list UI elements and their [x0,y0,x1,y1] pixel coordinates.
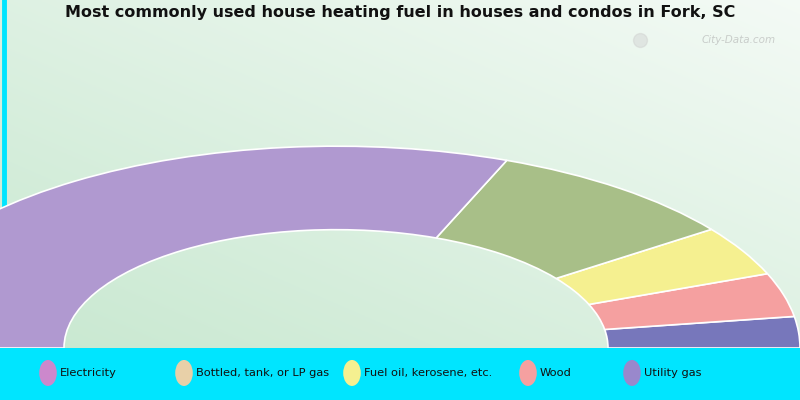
Ellipse shape [519,360,537,386]
Text: Bottled, tank, or LP gas: Bottled, tank, or LP gas [196,368,329,378]
Text: Most commonly used house heating fuel in houses and condos in Fork, SC: Most commonly used house heating fuel in… [65,5,735,20]
Ellipse shape [175,360,193,386]
Ellipse shape [39,360,57,386]
Ellipse shape [343,360,361,386]
Wedge shape [0,146,507,348]
Wedge shape [436,160,711,278]
Text: City-Data.com: City-Data.com [702,35,776,45]
Text: Utility gas: Utility gas [644,368,702,378]
Ellipse shape [623,360,641,386]
Text: Electricity: Electricity [60,368,117,378]
Text: Fuel oil, kerosene, etc.: Fuel oil, kerosene, etc. [364,368,492,378]
Wedge shape [556,229,767,304]
Wedge shape [605,316,800,348]
Text: Wood: Wood [540,368,572,378]
Wedge shape [589,274,794,330]
